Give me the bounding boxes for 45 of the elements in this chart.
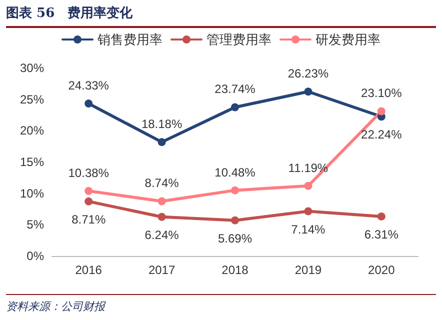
point — [84, 186, 93, 195]
point — [158, 212, 166, 221]
data-label: 24.33% — [68, 78, 110, 93]
point — [377, 212, 386, 220]
text: 资料来源：公司财报 — [6, 294, 436, 314]
data-label: 8.74% — [144, 176, 180, 190]
point — [231, 103, 239, 112]
data-label: 18.18% — [141, 117, 182, 132]
point — [84, 197, 93, 206]
data-label: 26.23% — [288, 66, 329, 81]
data-label: 10.38% — [68, 166, 110, 180]
legend-label: 管理费用率 — [206, 32, 272, 47]
data-label: 10.48% — [214, 165, 256, 180]
data-label: 8.71% — [72, 212, 106, 226]
data-label: 5.69% — [218, 231, 252, 246]
chart-title: 图表 56 费用率变化 — [6, 4, 436, 28]
data-label: 23.10% — [361, 86, 402, 100]
point — [158, 197, 166, 206]
y-tick-label: 15% — [20, 155, 44, 169]
point — [158, 138, 166, 146]
y-tick-label: 20% — [20, 124, 44, 138]
y-tick-label: 10% — [20, 186, 44, 200]
data-label: 7.14% — [291, 222, 326, 236]
data-label: 23.74% — [214, 82, 256, 96]
data-label: 6.31% — [364, 227, 399, 242]
point — [304, 207, 312, 216]
point — [84, 100, 93, 108]
x-tick-label: 2019 — [294, 263, 322, 277]
legend-label: 研发费用率 — [316, 32, 380, 47]
point — [304, 182, 312, 190]
data-label: 22.24% — [361, 128, 402, 142]
x-tick-label: 2020 — [368, 263, 396, 277]
legend-label: 销售费用率 — [96, 32, 162, 47]
y-tick-label: 25% — [20, 92, 44, 106]
y-tick-label: 0% — [26, 249, 44, 263]
x-tick-label: 2018 — [222, 263, 249, 277]
y-tick-label: 30% — [20, 61, 44, 75]
point — [377, 107, 386, 116]
data-label: 6.24% — [144, 228, 180, 242]
y-tick-label: 5% — [26, 218, 44, 232]
point — [231, 186, 239, 194]
x-tick-label: 2017 — [148, 263, 176, 277]
x-tick-label: 2016 — [75, 263, 102, 277]
point — [304, 88, 312, 96]
point — [231, 216, 239, 224]
